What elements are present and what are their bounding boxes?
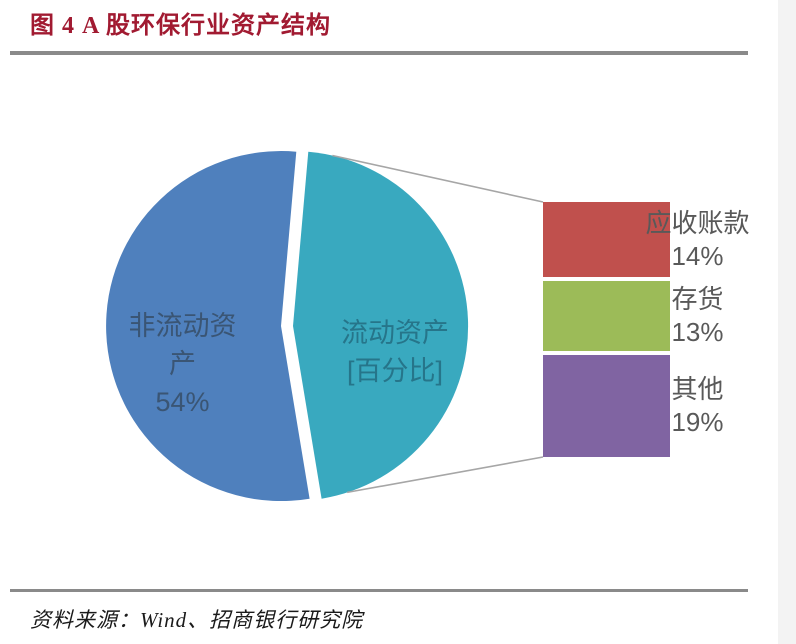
pie-slice-label-line: [百分比] [346,356,443,386]
pie-slice-label-0: 非流动资产 54% [85,307,280,421]
pie-slice-label-line: 流动资产 [341,318,449,348]
bar-segment-name: 应收账款 [645,208,750,238]
connector-line-top [332,154,544,203]
source-credit: 资料来源：Wind、招商银行研究院 [30,608,364,632]
pie-slice-current-assets [293,151,469,499]
pie-slice-noncurrent-assets [106,151,310,502]
top-divider [10,51,748,55]
bar-segment-0 [543,202,670,277]
bar-segment-label-2: 其他 19% [605,373,790,439]
bar-segment-label-0: 应收账款 14% [605,207,790,273]
bottom-divider [10,589,748,592]
pie-slice-label-1: 流动资产 [百分比] [300,314,490,390]
page-edge-shade [778,0,796,644]
figure-title: 图 4 A 股环保行业资产结构 [30,13,332,39]
pie-slice-label-line: 非流动资 [128,311,237,341]
bar-segment-name: 其他 [671,374,724,404]
bar-segment-pct: 19% [671,407,724,437]
bar-segment-pct: 13% [671,317,724,347]
bar-segment-name: 存货 [671,284,724,314]
bar-segment-2 [543,355,670,457]
bar-segment-pct: 14% [671,241,724,271]
pie-slice-label-line: 产 [169,349,196,379]
bar-of-pie-chart: 应收账款 14% 存货 13% 其他 19% 非流动资产 54% 流动资产 [百分比] [0,62,796,587]
bar-segment-1 [543,281,670,351]
connector-line-bottom [346,456,544,494]
bar-segment-label-1: 存货 13% [605,283,790,349]
pie-chart-canvas [106,151,544,502]
pie-slice-label-line: 54% [155,387,210,417]
